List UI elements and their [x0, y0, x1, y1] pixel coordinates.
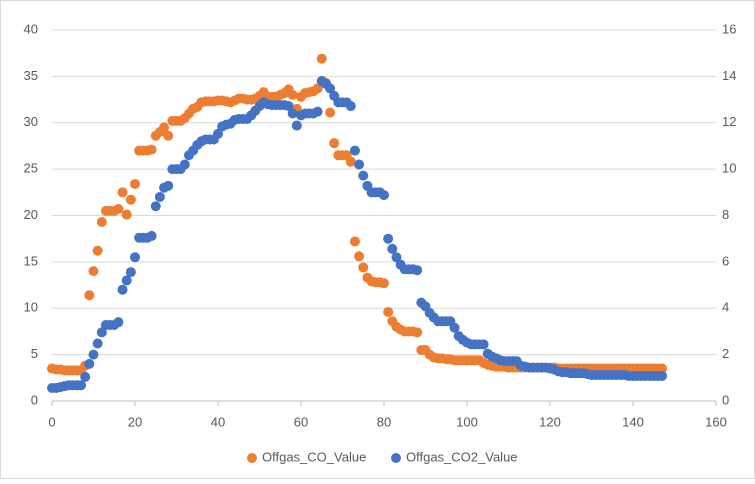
- scatter-point: [146, 144, 157, 155]
- scatter-point: [84, 358, 95, 369]
- y-tick-label: 20: [24, 207, 38, 222]
- y-tick-label: 25: [24, 161, 38, 176]
- scatter-point: [379, 278, 389, 289]
- y2-tick-label: 6: [722, 253, 729, 268]
- scatter-point: [125, 267, 136, 278]
- scatter-point: [316, 53, 327, 64]
- scatter-point: [354, 159, 365, 170]
- scatter-point: [130, 252, 140, 263]
- scatter-point: [291, 120, 302, 131]
- scatter-point: [449, 322, 460, 333]
- scatter-point: [179, 159, 190, 170]
- scatter-point: [345, 156, 356, 167]
- y2-tick-label: 10: [722, 161, 736, 176]
- scatter-point: [76, 380, 87, 391]
- scatter-point: [349, 145, 360, 156]
- y2-tick-label: 0: [722, 392, 729, 407]
- scatter-point: [117, 187, 128, 198]
- scatter-point: [312, 83, 323, 94]
- x-tick-label: 0: [48, 414, 55, 429]
- y2-tick-label: 4: [722, 300, 729, 315]
- y-tick-label: 15: [24, 253, 38, 268]
- scatter-point: [96, 216, 107, 227]
- scatter-point: [349, 236, 360, 247]
- scatter-point: [88, 349, 99, 360]
- scatter-point: [92, 245, 103, 256]
- y2-tick-label: 14: [722, 68, 736, 83]
- scatter-point: [121, 275, 132, 286]
- scatter-point: [113, 204, 124, 215]
- y2-tick-label: 12: [722, 114, 736, 129]
- scatter-point: [117, 284, 128, 295]
- scatter-point: [478, 339, 489, 350]
- scatter-point: [163, 180, 174, 191]
- scatter-point: [379, 190, 389, 201]
- x-tick-label: 100: [456, 414, 478, 429]
- legend-marker: [247, 453, 257, 463]
- y-tick-label: 35: [24, 68, 38, 83]
- y2-tick-label: 8: [722, 207, 729, 222]
- x-tick-label: 40: [211, 414, 225, 429]
- scatter-point: [287, 108, 298, 119]
- scatter-point: [412, 327, 423, 338]
- scatter-point: [387, 243, 398, 254]
- scatter-point: [657, 363, 668, 374]
- y-tick-label: 30: [24, 114, 38, 129]
- x-tick-label: 20: [128, 414, 142, 429]
- scatter-point: [325, 83, 336, 94]
- scatter-point: [391, 252, 402, 263]
- x-tick-label: 80: [377, 414, 391, 429]
- y-tick-label: 5: [31, 346, 38, 361]
- scatter-point: [412, 265, 423, 276]
- legend-marker: [391, 453, 401, 463]
- scatter-point: [154, 191, 165, 202]
- legend-label: Offgas_CO_Value: [262, 449, 366, 464]
- scatter-point: [345, 101, 356, 112]
- y2-tick-label: 16: [722, 21, 736, 36]
- scatter-point: [146, 230, 157, 241]
- scatter-point: [92, 338, 103, 349]
- scatter-point: [125, 194, 136, 205]
- legend-label: Offgas_CO2_Value: [406, 449, 518, 464]
- scatter-point: [657, 370, 668, 381]
- scatter-point: [287, 89, 298, 100]
- scatter-point: [121, 209, 132, 220]
- scatter-point: [113, 317, 124, 328]
- scatter-point: [358, 262, 369, 273]
- scatter-point: [163, 130, 174, 141]
- y-tick-label: 10: [24, 300, 38, 315]
- y-tick-label: 40: [24, 21, 38, 36]
- scatter-point: [80, 371, 91, 382]
- scatter-point: [84, 290, 95, 301]
- scatter-point: [383, 306, 394, 317]
- scatter-point: [130, 178, 140, 189]
- x-tick-label: 120: [539, 414, 561, 429]
- x-tick-label: 160: [705, 414, 727, 429]
- scatter-point: [383, 233, 394, 244]
- scatter-point: [96, 327, 107, 338]
- scatter-point: [283, 101, 294, 112]
- scatter-point: [150, 201, 161, 212]
- scatter-point: [312, 106, 323, 117]
- scatter-point: [358, 170, 369, 181]
- scatter-point: [213, 128, 223, 139]
- y2-tick-label: 2: [722, 346, 729, 361]
- y-tick-label: 0: [31, 392, 38, 407]
- scatter-point: [329, 138, 340, 149]
- scatter-point: [354, 251, 365, 262]
- scatter-point: [325, 107, 336, 118]
- x-tick-label: 60: [294, 414, 308, 429]
- x-tick-label: 140: [622, 414, 644, 429]
- scatter-point: [159, 122, 170, 133]
- scatter-point: [88, 266, 99, 277]
